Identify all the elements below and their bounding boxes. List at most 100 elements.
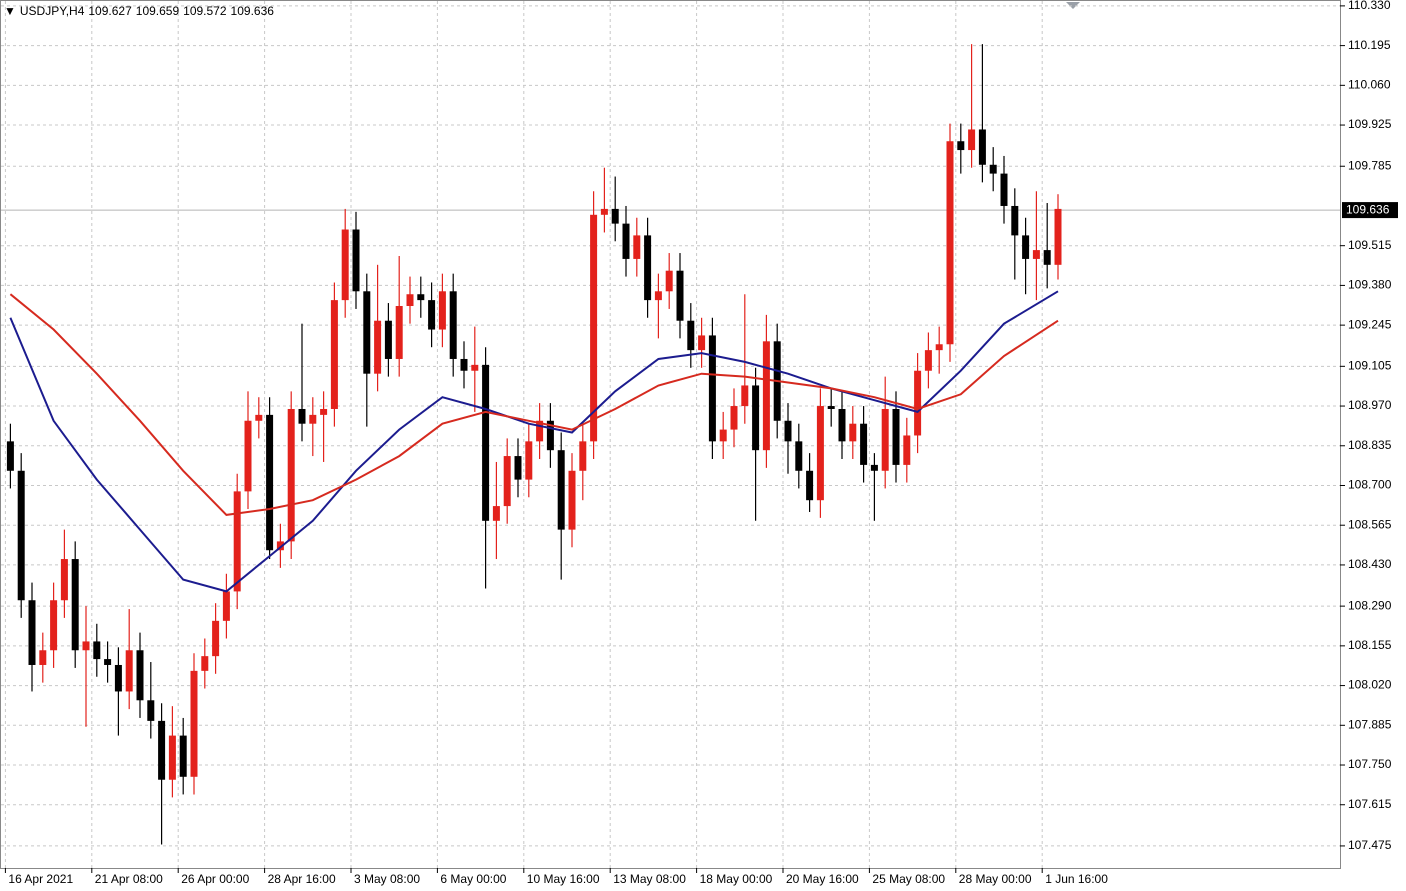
candle-body bbox=[6, 441, 14, 471]
candle-body bbox=[784, 420, 792, 442]
candle-body bbox=[557, 450, 565, 530]
candle-body bbox=[946, 141, 954, 345]
candle-body bbox=[816, 406, 824, 501]
candle-body bbox=[611, 208, 619, 224]
menu-arrow[interactable]: ▼ bbox=[4, 4, 16, 18]
x-tick-label: 28 May 00:00 bbox=[959, 872, 1032, 886]
candle-body bbox=[147, 700, 155, 721]
candle-body bbox=[276, 541, 284, 551]
x-tick-label: 3 May 08:00 bbox=[354, 872, 420, 886]
candle-body bbox=[50, 600, 58, 651]
x-tick-label: 1 Jun 16:00 bbox=[1045, 872, 1108, 886]
candle-body bbox=[1054, 208, 1062, 265]
shift-marker bbox=[1066, 2, 1080, 9]
candle-body bbox=[60, 559, 68, 601]
candle-body bbox=[536, 420, 544, 442]
candle-body bbox=[125, 650, 133, 692]
candle-body bbox=[687, 320, 695, 351]
price-label: 109.636 bbox=[1346, 202, 1390, 216]
x-tick-label: 16 Apr 2021 bbox=[8, 872, 73, 886]
candle-body bbox=[698, 335, 706, 351]
x-tick-label: 28 Apr 16:00 bbox=[268, 872, 336, 886]
candle-body bbox=[82, 641, 90, 651]
candle-body bbox=[17, 470, 25, 601]
candle-body bbox=[622, 223, 630, 259]
candle-body bbox=[28, 600, 36, 665]
candle-body bbox=[1022, 235, 1030, 259]
y-tick-label: 110.060 bbox=[1348, 78, 1391, 92]
y-tick-label: 108.155 bbox=[1348, 638, 1392, 652]
candle-body bbox=[417, 294, 425, 301]
candle-body bbox=[266, 414, 274, 551]
candle-body bbox=[384, 320, 392, 359]
candle-body bbox=[719, 429, 727, 442]
candle-body bbox=[395, 306, 403, 359]
price-label-box bbox=[1342, 202, 1398, 219]
candle-body bbox=[136, 650, 144, 701]
candle-body bbox=[39, 650, 47, 665]
candle-body bbox=[989, 164, 997, 174]
y-tick-label: 108.290 bbox=[1348, 598, 1392, 612]
candle-body bbox=[795, 441, 803, 471]
candle-body bbox=[428, 300, 436, 330]
y-tick-label: 108.700 bbox=[1348, 478, 1392, 492]
candle-body bbox=[806, 470, 814, 501]
y-tick-label: 110.330 bbox=[1348, 0, 1391, 12]
candle-body bbox=[492, 506, 500, 521]
candle-body bbox=[914, 370, 922, 436]
moving-average bbox=[9, 293, 1059, 516]
candle-body bbox=[590, 214, 598, 442]
candle-body bbox=[471, 364, 479, 371]
candle-body bbox=[168, 735, 176, 780]
candle-body bbox=[1032, 250, 1040, 259]
candle-body bbox=[104, 659, 112, 665]
candle-body bbox=[298, 408, 306, 424]
candle-body bbox=[957, 141, 965, 151]
candle-body bbox=[222, 591, 230, 621]
candle-body bbox=[190, 670, 198, 777]
y-tick-label: 109.380 bbox=[1348, 278, 1392, 292]
candle-body bbox=[93, 641, 101, 660]
x-tick-label: 21 Apr 08:00 bbox=[95, 872, 163, 886]
candle-body bbox=[892, 408, 900, 465]
candle-body bbox=[406, 294, 414, 307]
candle-body bbox=[179, 735, 187, 777]
candle-body bbox=[644, 235, 652, 301]
candle-body bbox=[503, 456, 511, 507]
candle-body bbox=[482, 364, 490, 521]
candle-body bbox=[374, 320, 382, 374]
y-tick-label: 108.430 bbox=[1348, 557, 1392, 571]
header-high: 109.659 bbox=[135, 4, 180, 18]
candle-body bbox=[1011, 205, 1019, 236]
header: ▼ USDJPY,H4 109.627 109.659 109.572 109.636 bbox=[4, 4, 278, 18]
candle-body bbox=[849, 423, 857, 442]
y-tick-label: 108.020 bbox=[1348, 678, 1392, 692]
candle-body bbox=[1000, 173, 1008, 206]
header-open: 109.627 bbox=[88, 4, 132, 18]
candle-body bbox=[352, 229, 360, 292]
candle-body bbox=[341, 229, 349, 301]
candle-body bbox=[978, 129, 986, 165]
candle-body bbox=[460, 358, 468, 371]
x-tick-label: 18 May 00:00 bbox=[700, 872, 773, 886]
candle-body bbox=[654, 291, 662, 301]
candle-body bbox=[233, 491, 241, 592]
candle-body bbox=[860, 423, 868, 465]
candle-body bbox=[665, 270, 673, 292]
candle-body bbox=[903, 435, 911, 465]
y-tick-label: 108.565 bbox=[1348, 517, 1392, 531]
candle-body bbox=[633, 235, 641, 259]
candle-body bbox=[449, 291, 457, 359]
x-tick-label: 13 May 08:00 bbox=[613, 872, 686, 886]
candle-body bbox=[244, 420, 252, 492]
y-tick-label: 107.885 bbox=[1348, 717, 1392, 731]
candle-body bbox=[363, 291, 371, 374]
candle-body bbox=[158, 720, 166, 780]
candle-body bbox=[71, 559, 79, 651]
y-tick-label: 107.475 bbox=[1348, 838, 1392, 852]
candle-body bbox=[201, 656, 209, 671]
candle-body bbox=[838, 408, 846, 442]
candle-body bbox=[676, 270, 684, 321]
candle-body bbox=[525, 441, 533, 480]
candle-body bbox=[708, 335, 716, 442]
